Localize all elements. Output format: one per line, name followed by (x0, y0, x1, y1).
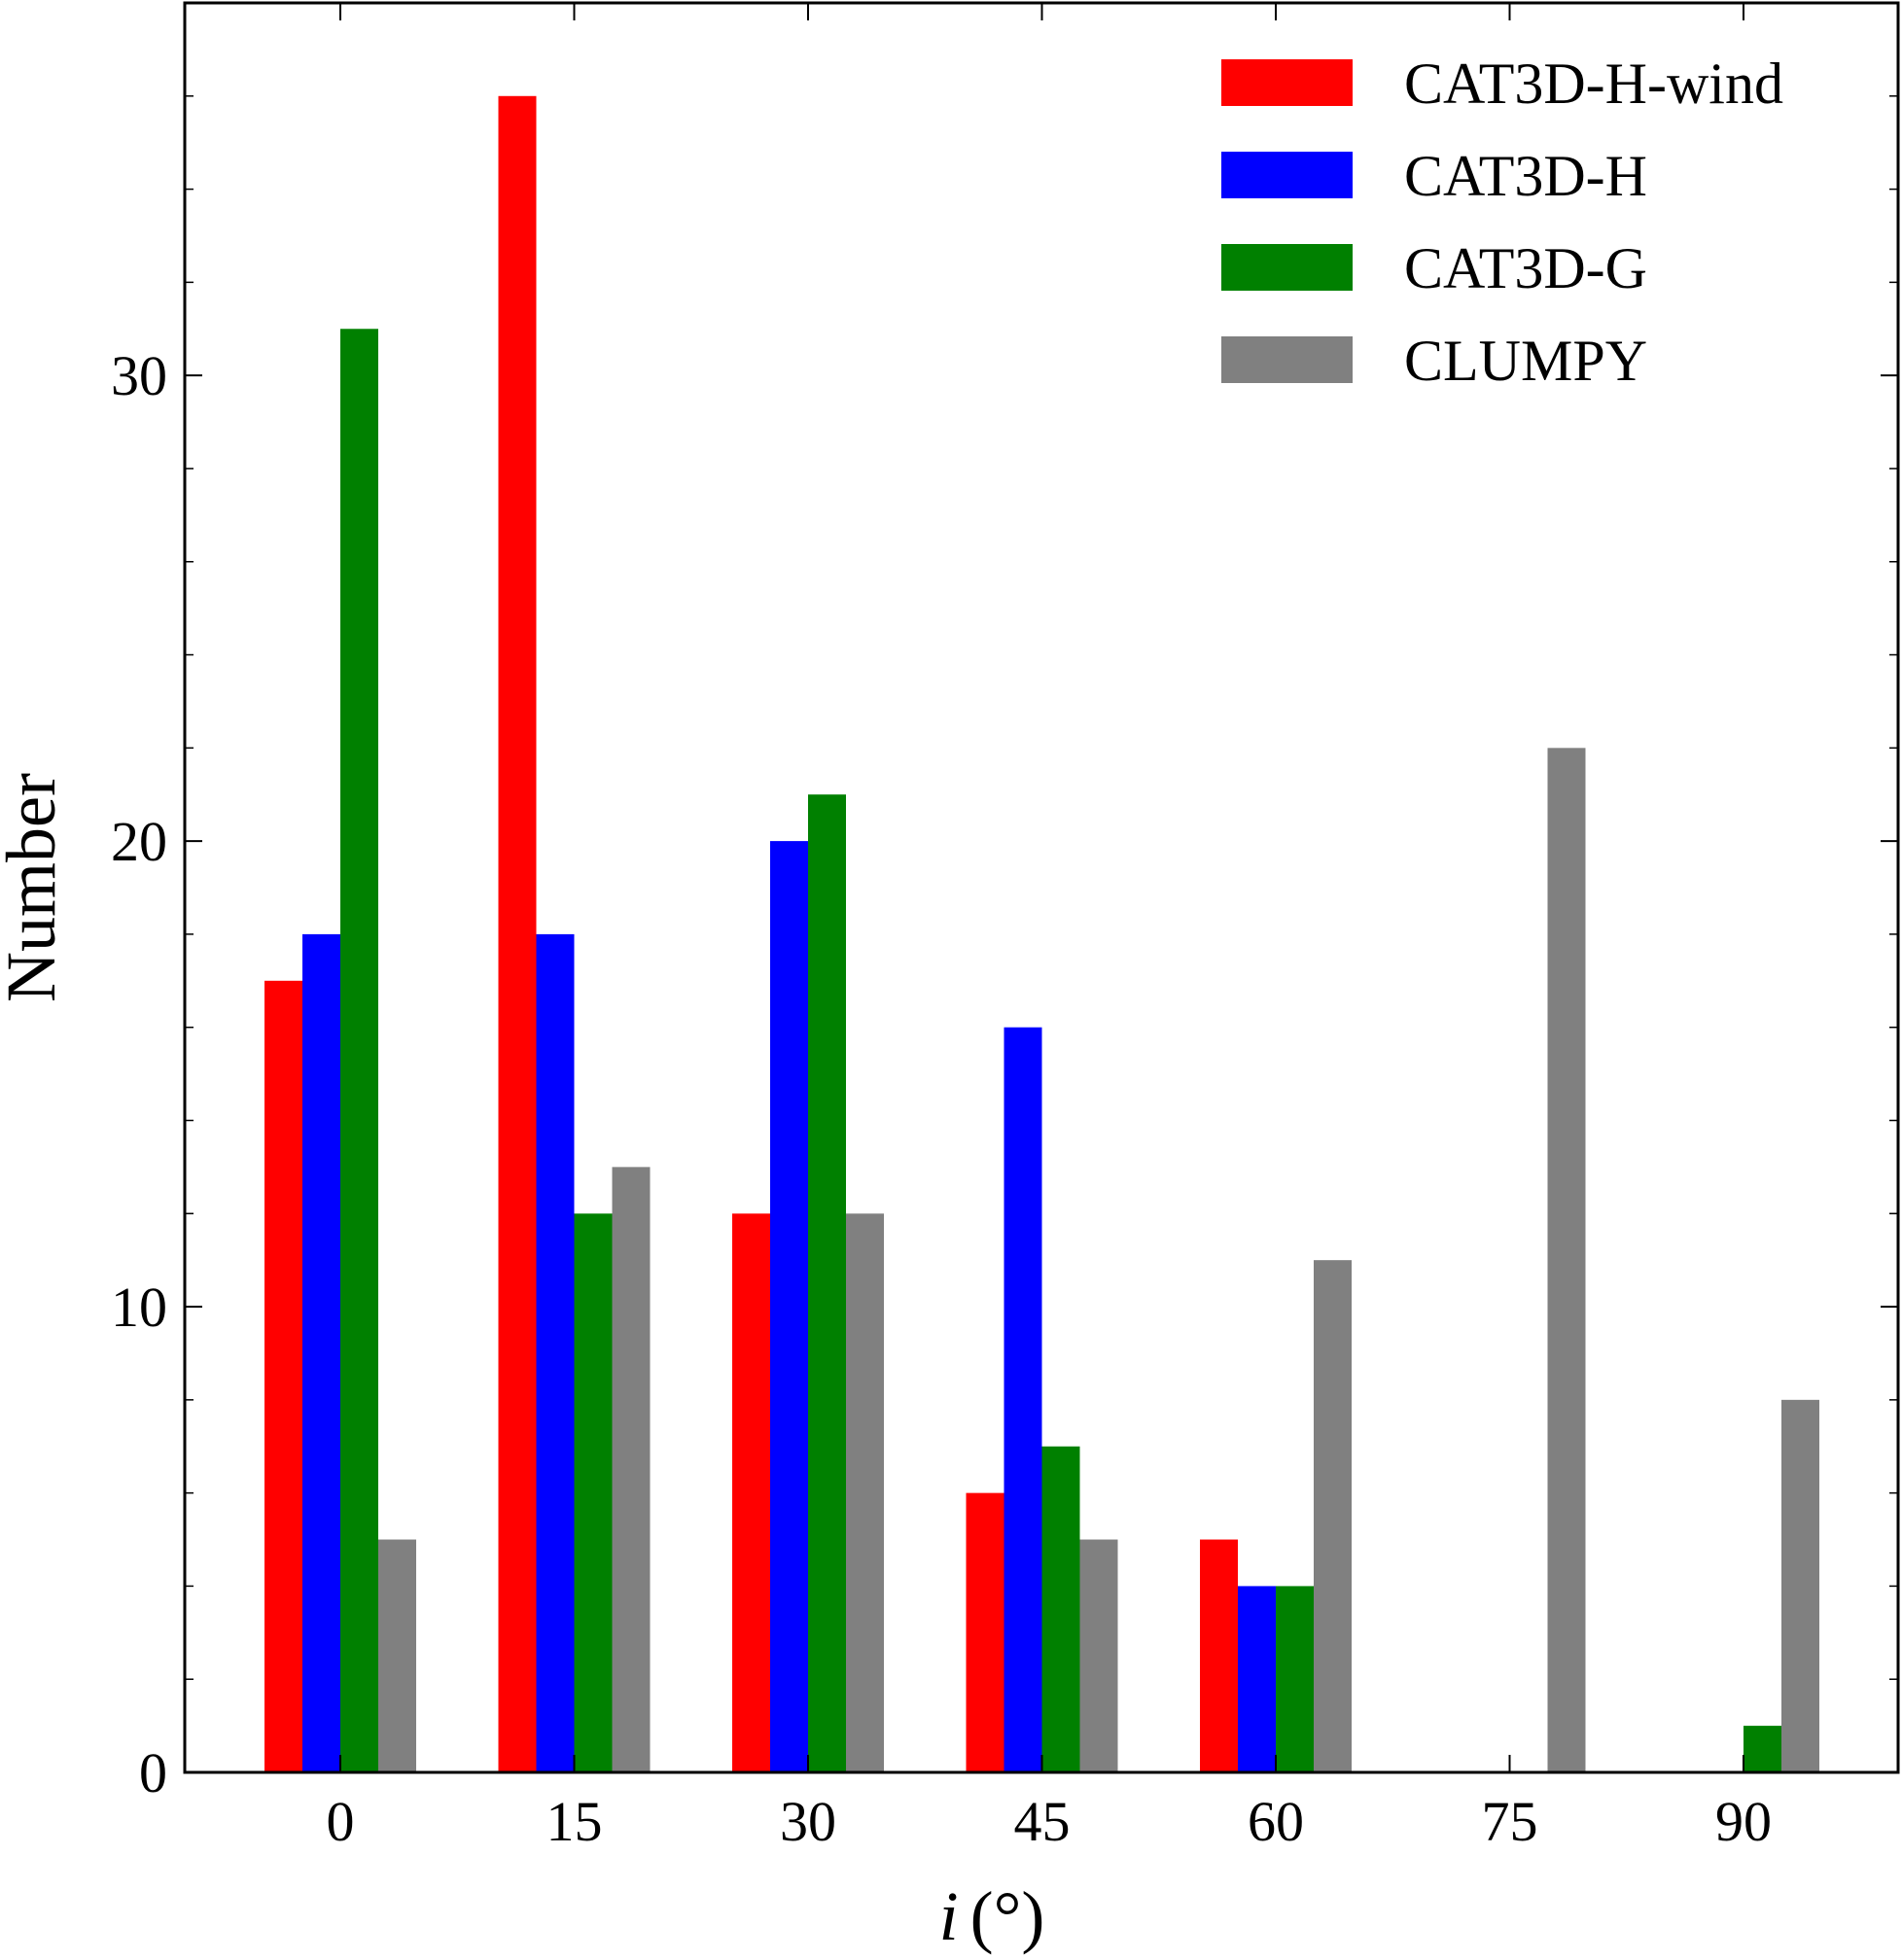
legend-swatch (1221, 152, 1353, 198)
bar-clumpy-60 (1314, 1260, 1352, 1772)
bar-cat3d-h-45 (1004, 1027, 1042, 1772)
y-tick-labels: 0 10 20 30 (111, 344, 167, 1804)
bar-clumpy-75 (1547, 748, 1586, 1772)
bar-cat3d-g-60 (1276, 1586, 1314, 1772)
bar-cat3d-h-60 (1238, 1586, 1276, 1772)
bar-cat3d-h-30 (770, 841, 808, 1772)
legend-swatch (1221, 336, 1353, 383)
x-axis-unit: (°) (970, 1877, 1045, 1955)
bar-clumpy-0 (378, 1539, 416, 1772)
x-tick-label: 15 (546, 1790, 603, 1853)
legend-label: CAT3D-H (1404, 144, 1647, 208)
bar-cat3d-h-wind-30 (732, 1213, 770, 1772)
bar-cat3d-h-wind-60 (1200, 1539, 1238, 1772)
x-tick-label: 30 (780, 1790, 836, 1853)
bars-layer (264, 95, 1819, 1773)
legend-label: CAT3D-H-wind (1404, 52, 1783, 116)
x-tick-label: 60 (1248, 1790, 1304, 1853)
bar-cat3d-h-wind-45 (966, 1492, 1004, 1772)
bar-cat3d-h-15 (536, 933, 575, 1772)
legend: CAT3D-H-wind CAT3D-H CAT3D-G CLUMPY (1221, 52, 1783, 393)
bar-clumpy-30 (846, 1213, 884, 1772)
legend-label: CLUMPY (1404, 329, 1647, 393)
y-tick-label: 20 (111, 810, 167, 873)
legend-label: CAT3D-G (1404, 236, 1647, 300)
y-axis-title: Number (0, 773, 70, 1002)
x-tick-labels: 0 15 30 45 60 75 90 (327, 1790, 1773, 1853)
bar-cat3d-h-wind-0 (264, 980, 302, 1772)
y-tick-label: 30 (111, 344, 167, 407)
legend-swatch (1221, 59, 1353, 106)
y-tick-label: 10 (111, 1276, 167, 1339)
x-axis-variable: i (939, 1877, 959, 1955)
bar-cat3d-h-0 (302, 933, 340, 1772)
x-tick-label: 90 (1715, 1790, 1772, 1853)
x-axis-title: i (°) (939, 1877, 1045, 1955)
y-tick-label: 0 (139, 1741, 167, 1804)
bar-clumpy-45 (1079, 1539, 1118, 1772)
x-tick-label: 75 (1482, 1790, 1538, 1853)
bar-cat3d-g-45 (1041, 1446, 1080, 1772)
bar-cat3d-g-30 (808, 794, 846, 1772)
plot-frame (183, 1, 1900, 1774)
bar-clumpy-90 (1781, 1399, 1819, 1772)
legend-swatch (1221, 244, 1353, 291)
bar-cat3d-h-wind-15 (498, 95, 537, 1773)
x-tick-label: 45 (1014, 1790, 1071, 1853)
x-tick-label: 0 (327, 1790, 355, 1853)
bar-cat3d-g-90 (1744, 1726, 1781, 1772)
bar-clumpy-15 (612, 1167, 651, 1772)
bar-cat3d-g-15 (574, 1213, 613, 1772)
bar-cat3d-g-0 (340, 329, 378, 1772)
